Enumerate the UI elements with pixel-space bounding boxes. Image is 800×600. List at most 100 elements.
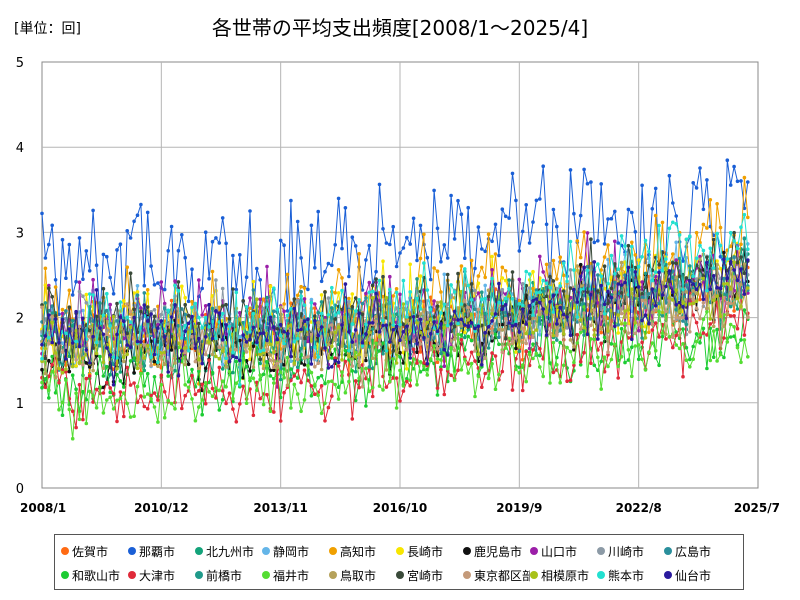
data-point bbox=[251, 365, 256, 369]
data-point bbox=[708, 198, 713, 202]
data-point bbox=[452, 309, 457, 314]
data-point bbox=[265, 295, 269, 300]
data-point bbox=[698, 316, 702, 321]
data-point bbox=[739, 282, 743, 287]
data-point bbox=[435, 329, 440, 334]
data-point bbox=[442, 392, 447, 397]
data-point bbox=[514, 299, 518, 304]
data-point bbox=[507, 321, 511, 325]
data-point bbox=[636, 275, 641, 280]
legend-marker bbox=[597, 547, 605, 555]
data-point bbox=[101, 360, 106, 365]
data-point bbox=[674, 275, 678, 280]
data-point bbox=[183, 312, 187, 317]
data-point bbox=[370, 283, 375, 288]
data-point bbox=[50, 320, 54, 325]
data-point bbox=[480, 385, 484, 390]
data-point bbox=[558, 284, 562, 288]
data-point bbox=[299, 284, 303, 289]
data-point bbox=[596, 239, 600, 243]
data-point bbox=[630, 244, 634, 249]
data-point bbox=[425, 299, 430, 303]
data-point bbox=[469, 258, 474, 263]
data-point bbox=[234, 290, 239, 295]
data-point bbox=[251, 288, 256, 292]
data-point bbox=[660, 280, 665, 285]
data-point bbox=[176, 288, 181, 293]
data-point bbox=[210, 294, 215, 298]
legend-item: 静岡市 bbox=[262, 539, 329, 563]
data-point bbox=[732, 260, 736, 265]
data-point bbox=[541, 374, 545, 379]
data-point bbox=[398, 292, 402, 297]
data-point bbox=[125, 315, 129, 320]
data-point bbox=[70, 364, 75, 369]
data-point bbox=[572, 287, 576, 292]
data-point bbox=[353, 309, 358, 313]
data-point bbox=[159, 312, 164, 317]
data-point bbox=[486, 232, 491, 236]
data-point bbox=[234, 347, 239, 352]
data-point bbox=[118, 370, 123, 374]
data-point bbox=[292, 339, 297, 344]
data-point bbox=[718, 293, 723, 298]
data-point bbox=[415, 277, 419, 281]
data-point bbox=[74, 328, 78, 333]
data-point bbox=[514, 346, 518, 351]
data-point bbox=[555, 338, 559, 342]
data-point bbox=[411, 357, 416, 361]
data-point bbox=[527, 352, 532, 357]
data-point bbox=[497, 372, 501, 377]
data-point bbox=[319, 293, 324, 297]
data-point bbox=[309, 300, 314, 305]
data-point bbox=[135, 290, 140, 294]
data-point bbox=[660, 269, 665, 273]
data-point bbox=[388, 242, 392, 247]
data-point bbox=[415, 296, 419, 301]
data-point bbox=[514, 320, 518, 324]
data-point bbox=[681, 327, 685, 331]
data-point bbox=[367, 321, 372, 325]
data-point bbox=[299, 409, 303, 414]
data-point bbox=[657, 265, 661, 270]
data-point bbox=[589, 361, 593, 366]
data-point bbox=[132, 371, 136, 375]
data-point bbox=[207, 358, 211, 363]
data-point bbox=[483, 296, 488, 301]
data-point bbox=[418, 274, 423, 278]
data-point bbox=[415, 350, 419, 355]
data-point bbox=[70, 293, 75, 297]
data-point bbox=[309, 394, 314, 398]
data-point bbox=[340, 315, 344, 320]
legend-item: 和歌山市 bbox=[61, 563, 128, 587]
data-point bbox=[483, 371, 488, 376]
data-point bbox=[445, 272, 450, 277]
data-point bbox=[575, 315, 580, 319]
data-point bbox=[473, 266, 477, 271]
data-point bbox=[534, 291, 539, 295]
data-point bbox=[357, 360, 361, 364]
data-point bbox=[664, 266, 668, 271]
data-point bbox=[469, 361, 474, 366]
data-point bbox=[180, 336, 184, 340]
data-point bbox=[254, 297, 259, 302]
data-point bbox=[640, 318, 644, 323]
data-point bbox=[207, 276, 211, 281]
data-point bbox=[186, 362, 191, 367]
data-point bbox=[578, 363, 583, 367]
data-point bbox=[667, 279, 672, 284]
data-point bbox=[401, 361, 406, 365]
data-point bbox=[674, 261, 678, 266]
data-point bbox=[145, 406, 150, 411]
data-point bbox=[84, 361, 89, 365]
data-point bbox=[677, 256, 682, 261]
data-point bbox=[285, 272, 290, 277]
data-point bbox=[476, 324, 481, 329]
data-point bbox=[268, 374, 273, 378]
data-point bbox=[190, 267, 194, 272]
data-point bbox=[91, 208, 95, 213]
data-point bbox=[544, 294, 549, 299]
data-point bbox=[333, 356, 338, 360]
data-point bbox=[180, 349, 184, 353]
data-point bbox=[197, 357, 201, 362]
